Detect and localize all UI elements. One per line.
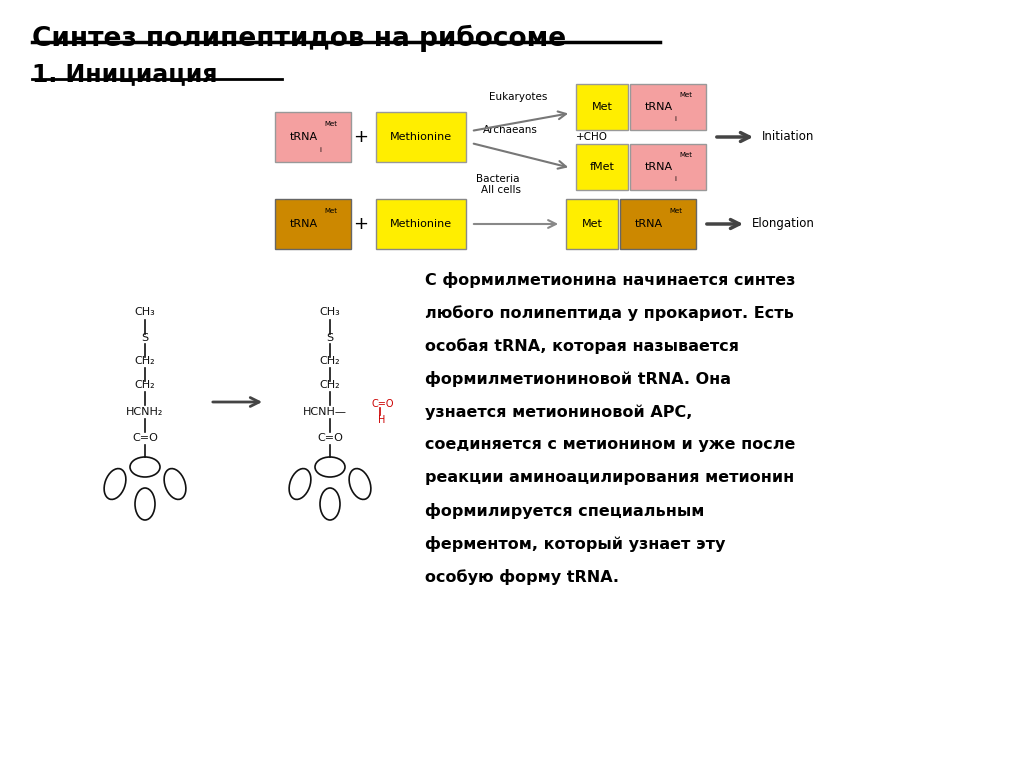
Text: C=O: C=O xyxy=(372,399,394,409)
Text: 1. Инициация: 1. Инициация xyxy=(32,62,217,86)
Text: CH₂: CH₂ xyxy=(319,380,340,390)
Text: +: + xyxy=(353,128,369,146)
Text: i: i xyxy=(674,176,676,182)
Text: tRNA: tRNA xyxy=(290,132,317,142)
Text: S: S xyxy=(327,333,334,343)
FancyBboxPatch shape xyxy=(575,144,628,190)
Text: любого полипептида у прокариот. Есть: любого полипептида у прокариот. Есть xyxy=(425,305,794,321)
Text: Methionine: Methionine xyxy=(390,219,452,229)
Text: Met: Met xyxy=(679,92,692,98)
Text: Met: Met xyxy=(679,153,692,158)
Text: реакции аминоацилирования метионин: реакции аминоацилирования метионин xyxy=(425,470,795,485)
Text: i: i xyxy=(674,116,676,122)
Text: +: + xyxy=(353,215,369,233)
Text: C=O: C=O xyxy=(132,433,158,443)
Text: HCNH₂: HCNH₂ xyxy=(126,407,164,417)
Text: fMet: fMet xyxy=(590,162,614,172)
Text: Archaeans: Archaeans xyxy=(483,125,538,135)
Text: Met: Met xyxy=(670,208,682,214)
Text: HCNH—: HCNH— xyxy=(303,407,347,417)
Text: Met: Met xyxy=(582,219,602,229)
FancyBboxPatch shape xyxy=(566,199,618,249)
Text: S: S xyxy=(141,333,148,343)
Text: Initiation: Initiation xyxy=(762,130,814,143)
Text: Met: Met xyxy=(325,208,337,214)
Text: формилметиониновой tRNA. Она: формилметиониновой tRNA. Она xyxy=(425,371,731,387)
Text: узнается метиониновой АРС,: узнается метиониновой АРС, xyxy=(425,404,692,420)
Text: CH₃: CH₃ xyxy=(319,307,340,317)
Text: tRNA: tRNA xyxy=(290,219,317,229)
Text: особую форму tRNA.: особую форму tRNA. xyxy=(425,569,618,585)
Text: CH₂: CH₂ xyxy=(319,356,340,366)
Text: Methionine: Methionine xyxy=(390,132,452,142)
FancyBboxPatch shape xyxy=(376,112,466,162)
Text: Met: Met xyxy=(325,121,337,127)
Text: tRNA: tRNA xyxy=(635,219,663,229)
Text: CH₃: CH₃ xyxy=(134,307,156,317)
FancyBboxPatch shape xyxy=(575,84,628,130)
Text: соединяется с метионином и уже после: соединяется с метионином и уже после xyxy=(425,437,796,452)
Text: H: H xyxy=(378,415,386,425)
Text: ферментом, который узнает эту: ферментом, который узнает эту xyxy=(425,536,725,552)
Text: Eukaryotes: Eukaryotes xyxy=(489,92,548,102)
Text: особая tRNA, которая называется: особая tRNA, которая называется xyxy=(425,338,739,354)
FancyBboxPatch shape xyxy=(275,199,351,249)
Text: i: i xyxy=(319,147,322,153)
Text: +CHO: +CHO xyxy=(575,132,608,142)
Text: формилируется специальным: формилируется специальным xyxy=(425,503,705,519)
Text: tRNA: tRNA xyxy=(645,102,673,112)
Text: CH₂: CH₂ xyxy=(135,380,156,390)
FancyBboxPatch shape xyxy=(630,84,706,130)
FancyBboxPatch shape xyxy=(630,144,706,190)
Text: Bacteria: Bacteria xyxy=(476,174,519,184)
Text: All cells: All cells xyxy=(481,185,521,195)
Text: Met: Met xyxy=(592,102,612,112)
Text: С формилметионина начинается синтез: С формилметионина начинается синтез xyxy=(425,272,796,288)
Text: tRNA: tRNA xyxy=(645,162,673,172)
FancyBboxPatch shape xyxy=(376,199,466,249)
Text: Elongation: Elongation xyxy=(752,218,815,231)
Text: Синтез полипептидов на рибосоме: Синтез полипептидов на рибосоме xyxy=(32,25,566,52)
FancyBboxPatch shape xyxy=(275,112,351,162)
Text: CH₂: CH₂ xyxy=(135,356,156,366)
Text: C=O: C=O xyxy=(317,433,343,443)
FancyBboxPatch shape xyxy=(620,199,696,249)
